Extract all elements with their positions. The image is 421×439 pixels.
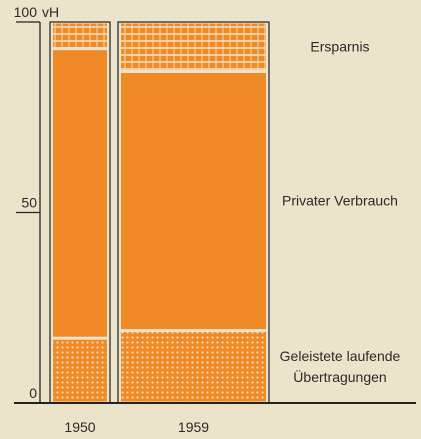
bar-segment bbox=[53, 339, 107, 402]
y-tick-label: 50 bbox=[21, 195, 37, 211]
bar-segment bbox=[53, 50, 107, 337]
legend-label: Ersparnis bbox=[310, 38, 370, 55]
bar-segment bbox=[121, 73, 266, 330]
y-unit: vH bbox=[42, 4, 59, 20]
bar-segment bbox=[53, 23, 107, 48]
bar-segment bbox=[121, 23, 266, 71]
y-tick-label: 0 bbox=[29, 385, 37, 401]
y-tick-label: 100 bbox=[14, 4, 38, 20]
x-tick-label: 1950 bbox=[64, 419, 95, 435]
legend-label: Privater Verbrauch bbox=[282, 192, 398, 209]
bar-segment bbox=[121, 332, 266, 402]
bar-frame bbox=[117, 21, 270, 404]
bar-frame bbox=[49, 21, 111, 404]
legend-label: Geleistete laufende Übertragungen bbox=[279, 347, 401, 385]
x-tick-label: 1959 bbox=[178, 419, 209, 435]
